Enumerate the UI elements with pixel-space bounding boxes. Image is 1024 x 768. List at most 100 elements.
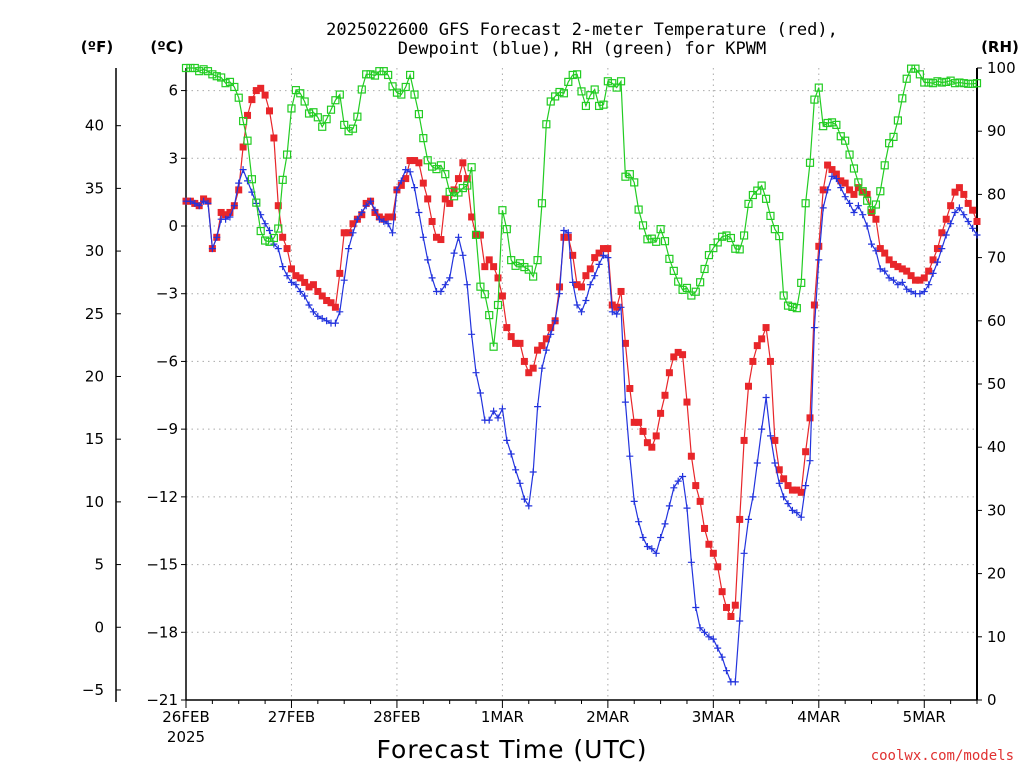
temperature-point xyxy=(797,488,805,496)
rh-point xyxy=(463,181,472,190)
dewpoint-point xyxy=(626,452,634,460)
rh-tick-label: 80 xyxy=(987,185,1006,203)
temperature-point xyxy=(973,217,981,225)
dewpoint-point xyxy=(450,249,458,257)
dewpoint-point xyxy=(586,281,594,289)
celsius-tick-label: −21 xyxy=(146,691,178,709)
rh-point xyxy=(397,90,406,99)
dewpoint-point xyxy=(288,278,295,286)
fahrenheit-tick-label: 20 xyxy=(85,367,104,385)
dewpoint-point xyxy=(309,308,317,316)
rh-point xyxy=(608,79,617,88)
dewpoint-point xyxy=(542,346,550,354)
temperature-point xyxy=(885,256,893,264)
rh-point xyxy=(217,73,226,82)
rh-point xyxy=(718,232,727,241)
temperature-point xyxy=(960,190,968,198)
celsius-tick-label: −3 xyxy=(156,285,178,303)
temperature-point xyxy=(661,391,669,399)
dewpoint-point xyxy=(274,245,282,253)
rh-point xyxy=(968,79,977,88)
temperature-point xyxy=(617,287,625,295)
temperature-point xyxy=(520,357,528,365)
rh-point xyxy=(546,97,555,106)
dewpoint-point xyxy=(687,558,695,566)
temperature-point xyxy=(389,213,397,221)
temperature-point xyxy=(824,161,832,169)
dewpoint-point xyxy=(832,175,840,183)
dewpoint-point xyxy=(424,256,432,264)
temperature-point xyxy=(534,346,542,354)
rh-point xyxy=(612,83,621,92)
rh-point xyxy=(414,110,424,119)
dewpoint-point xyxy=(657,534,665,541)
temperature-point xyxy=(586,265,594,273)
dewpoint-point xyxy=(969,224,977,232)
temperature-point xyxy=(665,369,673,377)
rh-point xyxy=(643,235,652,244)
temperature-point xyxy=(744,382,752,390)
rh-point xyxy=(669,266,678,275)
rh-point xyxy=(858,187,867,196)
temperature-point xyxy=(613,303,621,311)
temperature-point xyxy=(766,357,774,365)
rh-point xyxy=(212,72,221,81)
x-tick-label: 28FEB xyxy=(373,708,420,726)
rh-point xyxy=(454,188,463,197)
x-tick-label: 2MAR xyxy=(586,708,629,726)
rh-point xyxy=(841,136,850,145)
rh-point xyxy=(630,178,639,187)
dewpoint-point xyxy=(428,274,436,282)
temperature-point xyxy=(753,342,761,350)
rh-point xyxy=(603,77,612,86)
x-axis-label: Forecast Time (UTC) xyxy=(377,735,648,764)
dewpoint-point xyxy=(960,211,968,219)
rh-tick-label: 0 xyxy=(987,691,997,709)
rh-tick-label: 50 xyxy=(987,375,1006,393)
rh-point xyxy=(542,120,551,129)
temperature-point xyxy=(819,186,827,194)
rh-point xyxy=(586,91,595,100)
celsius-tick-label: 0 xyxy=(168,217,178,235)
temperature-point xyxy=(498,292,506,300)
rh-point xyxy=(942,77,951,87)
dewpoint-point xyxy=(375,215,383,223)
temperature-point xyxy=(441,195,449,203)
temperature-point xyxy=(437,236,445,244)
temperature-point xyxy=(257,84,265,92)
temperature-point xyxy=(903,267,911,275)
dewpoint-point xyxy=(850,209,858,216)
dewpoint-point xyxy=(736,617,744,625)
temperature-point xyxy=(327,299,335,307)
temperature-point xyxy=(736,515,744,523)
temperature-point xyxy=(692,482,700,490)
dewpoint-point xyxy=(186,197,194,205)
dewpoint-point xyxy=(235,179,243,187)
dewpoint-point xyxy=(881,267,889,275)
rh-point xyxy=(700,264,709,274)
temperature-point xyxy=(274,202,282,210)
rh-point xyxy=(410,90,419,99)
rh-point xyxy=(713,238,722,247)
dewpoint-point xyxy=(560,227,568,234)
dewpoint-point xyxy=(301,292,309,300)
dewpoint-point xyxy=(890,276,897,284)
temperature-point xyxy=(701,524,709,532)
temperature-point xyxy=(569,251,577,259)
dewpoint-point xyxy=(415,209,423,216)
temperature-point xyxy=(890,260,898,268)
rh-point xyxy=(427,162,437,171)
x-tick-sublabel: 2025 xyxy=(167,728,205,746)
rh-point xyxy=(278,175,287,184)
temperature-point xyxy=(815,242,823,250)
temperature-point xyxy=(709,549,717,557)
rh-point xyxy=(370,71,380,80)
rh-point xyxy=(911,64,920,73)
temperature-point xyxy=(727,612,735,620)
temperature-point xyxy=(846,186,854,194)
temperature-point xyxy=(494,274,502,282)
temperature-point xyxy=(296,274,304,282)
rh-point xyxy=(845,150,854,159)
